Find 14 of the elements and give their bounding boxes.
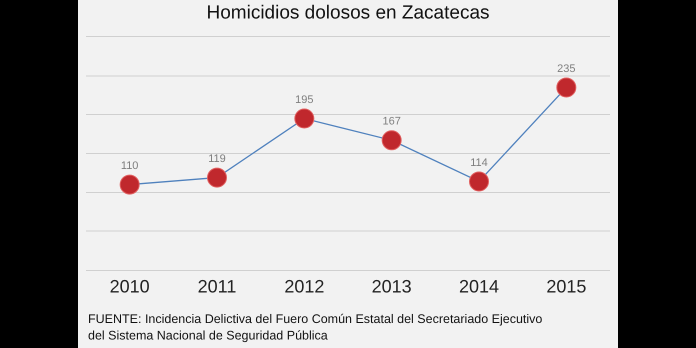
- x-tick-label: 2015: [546, 276, 586, 297]
- data-label: 167: [382, 116, 401, 128]
- x-tick-label: 2011: [198, 276, 236, 297]
- source-note: FUENTE: Incidencia Delictiva del Fuero Común Estatal del Secretariado Ejecutivo del Sistema Nacional de Seguridad Pública: [88, 312, 542, 342]
- data-label: 119: [208, 152, 226, 165]
- data-label: 114: [470, 156, 488, 169]
- x-tick-label: 2010: [110, 276, 150, 297]
- data-label: 110: [120, 160, 138, 172]
- x-tick-label: 2012: [284, 276, 324, 297]
- chart-title: Homicidios dolosos en Zacatecas: [206, 2, 490, 24]
- x-tick-label: 2013: [372, 276, 412, 297]
- data-label: 235: [557, 62, 576, 75]
- x-tick-label: 2014: [458, 276, 500, 297]
- data-label: 195: [295, 94, 314, 106]
